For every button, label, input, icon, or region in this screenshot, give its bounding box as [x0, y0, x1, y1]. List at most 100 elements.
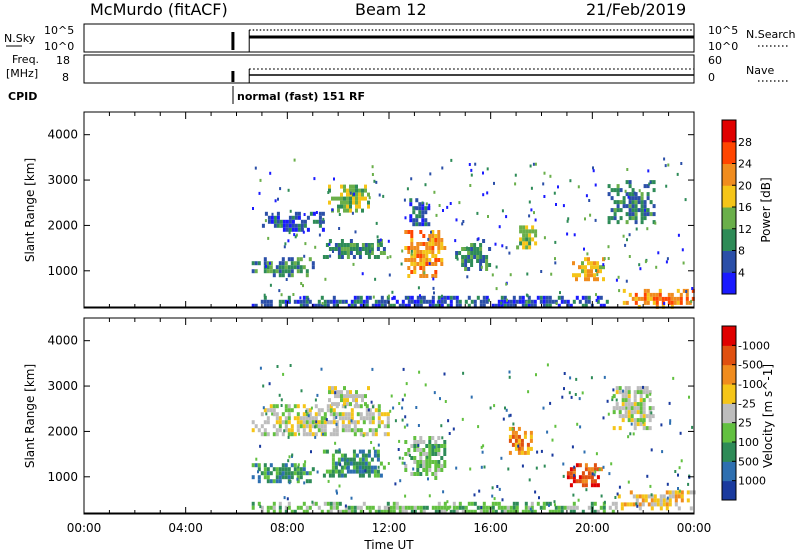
echo-cell: [642, 398, 646, 403]
echo-cell: [515, 505, 519, 510]
echo-speck: [262, 406, 265, 410]
echo-cell: [297, 227, 301, 232]
echo-cell: [624, 410, 628, 415]
echo-cell: [610, 196, 614, 201]
echo-cell: [361, 208, 364, 213]
echo-cell: [676, 296, 680, 301]
echo-speck: [495, 265, 498, 269]
echo-cell: [464, 259, 468, 263]
echo-cell: [519, 229, 523, 234]
echo-cell: [613, 200, 617, 205]
echo-cell: [355, 200, 358, 205]
echo-cell: [334, 243, 338, 247]
echo-cell: [260, 505, 264, 510]
echo-speck: [638, 263, 641, 267]
echo-cell: [275, 428, 279, 433]
echo-cell: [548, 295, 552, 300]
echo-speck: [427, 237, 430, 241]
echo-cell: [646, 292, 650, 297]
echo-cell: [293, 265, 297, 270]
echo-speck: [554, 240, 557, 244]
echo-speck: [638, 189, 641, 193]
echo-cell: [587, 273, 590, 278]
echo-cell: [364, 184, 367, 189]
echo-cell: [431, 452, 435, 456]
echo-cell: [452, 501, 456, 506]
echo-speck: [578, 397, 581, 401]
echo-cell: [251, 463, 255, 468]
echo-cell: [275, 412, 279, 417]
echo-cell: [596, 483, 600, 488]
echo-cell: [422, 509, 426, 514]
echo-cell: [437, 238, 441, 242]
echo-cell: [361, 449, 365, 454]
echo-speck: [282, 372, 285, 376]
echo-cell: [434, 509, 438, 514]
echo-speck: [279, 187, 282, 191]
echo-cell: [352, 255, 356, 259]
echo-cell: [434, 262, 438, 266]
echo-cell: [321, 219, 325, 224]
echo-cell: [269, 463, 273, 468]
echo-cell: [281, 467, 285, 472]
echo-cell: [303, 219, 307, 224]
echo-cell: [329, 432, 333, 437]
echo-cell: [352, 461, 356, 466]
echo-speck: [476, 211, 479, 215]
echo-cell: [425, 258, 429, 262]
echo-cell: [434, 448, 438, 452]
echo-cell: [642, 422, 646, 427]
echo-cell: [318, 215, 322, 220]
echo-speck: [376, 235, 379, 239]
echo-cell: [346, 390, 349, 395]
echo-cell: [584, 479, 588, 484]
echo-cell: [625, 220, 629, 225]
echo-speck: [562, 204, 565, 208]
echo-speck: [554, 257, 556, 261]
echo-cell: [269, 471, 273, 476]
echo-cell: [337, 204, 340, 209]
echo-cell: [340, 390, 343, 395]
echo-cell: [682, 288, 686, 293]
echo-cell: [419, 274, 423, 278]
nsky-label: N.Sky: [4, 32, 36, 45]
echo-cell: [329, 505, 333, 510]
echo-cell: [355, 402, 358, 407]
echo-cell: [422, 242, 426, 246]
echo-speck: [283, 429, 286, 433]
echo-cell: [284, 475, 288, 480]
echo-cell: [545, 295, 549, 300]
echo-speck: [680, 459, 683, 463]
echo-cell: [560, 505, 564, 510]
echo-speck: [399, 479, 402, 483]
echo-cell: [634, 200, 638, 205]
echo-cell: [626, 502, 630, 507]
echo-cell: [367, 469, 371, 474]
echo-cell: [270, 215, 274, 220]
echo-cell: [647, 502, 651, 507]
echo-cell: [425, 444, 429, 448]
echo-cell: [340, 457, 344, 462]
echo-cell: [355, 247, 359, 251]
echo-cell: [306, 215, 310, 220]
echo-cell: [584, 303, 588, 308]
echo-cell: [587, 471, 591, 476]
echo-cell: [425, 254, 429, 258]
echo-speck: [624, 189, 627, 193]
echo-cell: [473, 243, 477, 247]
echo-cell: [374, 509, 378, 514]
echo-speck: [379, 238, 382, 242]
echo-cell: [419, 456, 423, 460]
echo-speck: [502, 417, 505, 421]
echo-cell: [398, 505, 402, 510]
echo-cell: [318, 211, 322, 216]
echo-cell: [361, 196, 364, 201]
echo-cell: [320, 420, 324, 425]
echo-cell: [539, 299, 543, 304]
echo-cell: [434, 476, 438, 480]
echo-speck: [493, 181, 495, 185]
echo-speck: [594, 183, 597, 187]
echo-cell: [320, 428, 324, 433]
echo-cell: [527, 303, 531, 308]
echo-cell: [297, 215, 301, 220]
